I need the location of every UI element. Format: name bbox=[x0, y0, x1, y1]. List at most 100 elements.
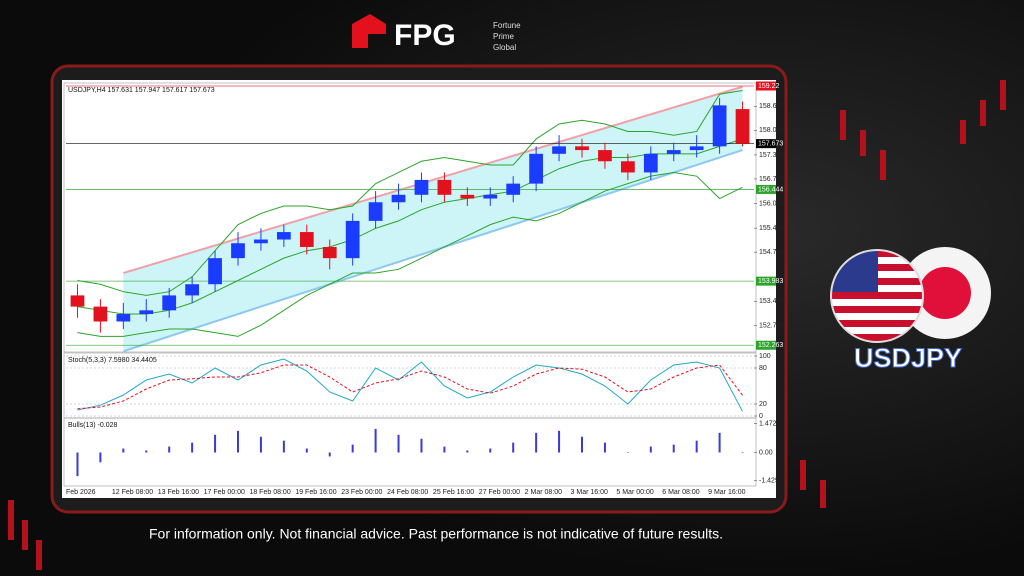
bar bbox=[328, 452, 331, 457]
y-tick-label: 153.440 bbox=[759, 298, 784, 305]
bar bbox=[489, 448, 492, 453]
x-tick-label: 25 Feb 16:00 bbox=[433, 489, 474, 496]
bar bbox=[168, 446, 171, 453]
bar bbox=[351, 444, 354, 453]
y-tick-label: 156.725 bbox=[759, 176, 784, 183]
candle-body bbox=[322, 246, 337, 259]
candle-body bbox=[689, 146, 704, 151]
level-tag bbox=[756, 184, 776, 194]
x-tick-label: 23 Feb 00:00 bbox=[341, 489, 382, 496]
candle-body bbox=[70, 295, 85, 307]
bar bbox=[581, 436, 583, 453]
y-tick-label: 158.675 bbox=[759, 103, 784, 110]
candle-body bbox=[116, 314, 131, 322]
chart: 158.675 158.030 157.370 156.725 156.065 155.4… bbox=[63, 81, 784, 496]
level-label: 152.263 bbox=[758, 342, 783, 349]
candle-body bbox=[460, 194, 475, 199]
x-tick-label: 9 Mar 16:00 bbox=[708, 489, 745, 496]
bar bbox=[535, 432, 538, 453]
bar bbox=[191, 442, 194, 453]
logo-text: FPG bbox=[394, 19, 456, 52]
y-tick-label: 152.795 bbox=[759, 322, 784, 329]
level-label: 156.444 bbox=[758, 186, 783, 193]
bar bbox=[443, 446, 446, 453]
candle-body bbox=[231, 243, 245, 259]
level-tag bbox=[756, 276, 776, 286]
channel-fill bbox=[123, 86, 743, 352]
panel-border bbox=[63, 417, 757, 487]
bar bbox=[145, 450, 148, 453]
bar bbox=[718, 432, 721, 453]
panel-title: USDJPY,H4 157.631 157.947 157.617 157.67… bbox=[68, 87, 215, 94]
logo-tagline: Global bbox=[493, 43, 516, 52]
y-tick-label: 100 bbox=[759, 353, 771, 360]
y-tick-label: 156.065 bbox=[759, 200, 784, 207]
panel-title: Bulls(13) -0.028 bbox=[68, 422, 118, 429]
candle-body bbox=[666, 150, 681, 154]
bar bbox=[374, 428, 377, 453]
candle-body bbox=[185, 284, 200, 296]
x-tick-label: 19 Feb 16:00 bbox=[295, 489, 336, 496]
x-tick-label: 6 Mar 08:00 bbox=[662, 489, 699, 496]
band-middle bbox=[77, 138, 743, 315]
x-tick-label: 13 Feb 16:00 bbox=[158, 489, 199, 496]
candle-body bbox=[254, 239, 268, 244]
candle-body bbox=[391, 194, 406, 203]
candle-body bbox=[506, 183, 521, 195]
level-label: 153.983 bbox=[758, 278, 783, 285]
candle-body bbox=[575, 146, 589, 151]
x-tick-label: 17 Feb 00:00 bbox=[204, 489, 245, 496]
candle-body bbox=[483, 194, 498, 199]
bar bbox=[626, 452, 629, 453]
candle-body bbox=[93, 306, 108, 322]
y-tick-label: 80 bbox=[759, 365, 767, 372]
y-tick-label: -1.425 bbox=[759, 477, 779, 484]
bar bbox=[397, 434, 400, 453]
x-tick-label: 3 Mar 16:00 bbox=[571, 489, 608, 496]
candle-body bbox=[620, 161, 635, 173]
logo: FPG Fortune Prime Global bbox=[352, 14, 521, 52]
x-tick-label: Feb 2026 bbox=[66, 489, 96, 496]
candle-body bbox=[414, 179, 429, 195]
candle-body bbox=[712, 105, 727, 147]
x-tick-label: 5 Mar 00:00 bbox=[616, 489, 653, 496]
y-tick-label: 20 bbox=[759, 401, 767, 408]
bar bbox=[603, 442, 606, 453]
channel-lower bbox=[123, 149, 743, 353]
level-label: 159.22 bbox=[758, 83, 780, 90]
logo-tagline: Prime bbox=[493, 32, 514, 41]
y-tick-label: 158.030 bbox=[759, 127, 784, 134]
candle-body bbox=[208, 258, 222, 285]
candle-body bbox=[598, 150, 612, 162]
candle-body bbox=[529, 153, 544, 184]
level-tag bbox=[756, 340, 776, 350]
y-tick-label: 0 bbox=[759, 413, 763, 420]
x-tick-label: 18 Feb 08:00 bbox=[249, 489, 290, 496]
candle-body bbox=[345, 220, 360, 259]
us-flag bbox=[831, 250, 923, 342]
decor-candles bbox=[8, 80, 1006, 570]
logo-tagline: Fortune bbox=[493, 21, 521, 30]
logo-mark bbox=[352, 14, 386, 48]
candle-body bbox=[162, 295, 177, 311]
level-label: 157.673 bbox=[758, 140, 783, 147]
y-tick-label: 155.405 bbox=[759, 225, 784, 232]
channel-upper bbox=[123, 85, 743, 275]
panel-border bbox=[63, 82, 757, 353]
bar bbox=[76, 452, 79, 477]
bar bbox=[282, 440, 285, 453]
stoch-line bbox=[77, 358, 743, 412]
level-tag bbox=[756, 81, 776, 91]
bar bbox=[672, 444, 675, 453]
candle-body bbox=[735, 109, 750, 144]
bar bbox=[122, 448, 125, 453]
bar bbox=[695, 440, 698, 453]
jp-flag-sun bbox=[919, 267, 971, 319]
bar bbox=[237, 430, 239, 453]
candle-body bbox=[643, 153, 658, 173]
candle-body bbox=[552, 146, 566, 154]
x-tick-label: 12 Feb 08:00 bbox=[112, 489, 153, 496]
candle-body bbox=[139, 310, 154, 315]
disclaimer: For information only. Not financial advi… bbox=[149, 526, 723, 542]
